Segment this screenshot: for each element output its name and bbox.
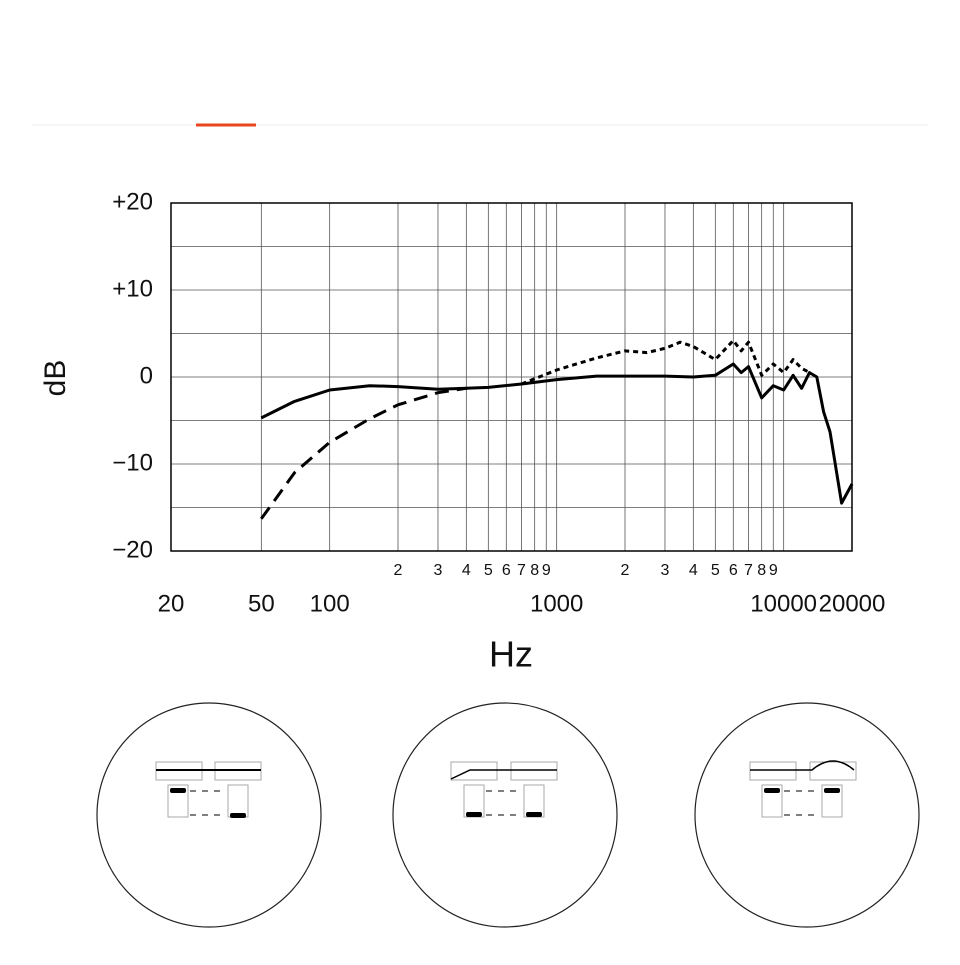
icon-presence [694,702,920,928]
x-tick-label: 20 [158,590,185,617]
x-axis-label: Hz [489,634,533,675]
icon-flat [96,702,322,928]
x-minor-tick-label: 8 [757,562,766,579]
y-tick-label: +10 [112,275,153,302]
x-minor-tick-label: 7 [517,562,526,579]
x-minor-tick-label: 2 [394,562,403,579]
icon-bass-rolloff [392,702,618,928]
x-tick-label: 50 [248,590,275,617]
x-minor-tick-label: 2 [621,562,630,579]
x-minor-tick-label: 6 [502,562,511,579]
y-axis-label: dB [39,360,72,397]
plot-frame [170,202,853,552]
x-minor-tick-label: 9 [542,562,551,579]
x-minor-tick-label: 5 [484,562,493,579]
x-minor-tick-label: 7 [744,562,753,579]
y-tick-label: +20 [112,188,153,215]
x-tick-label: 10000 [750,590,817,617]
y-tick-label: −10 [112,449,153,476]
y-tick-label: 0 [140,362,153,389]
x-minor-tick-label: 4 [689,562,698,579]
x-minor-tick-label: 9 [769,562,778,579]
x-minor-tick-label: 4 [462,562,471,579]
y-tick-label: −20 [112,536,153,563]
x-tick-label: 20000 [819,590,886,617]
response-curve [520,339,811,386]
x-minor-tick-label: 3 [434,562,443,579]
x-minor-tick-label: 8 [530,562,539,579]
x-minor-tick-label: 6 [729,562,738,579]
response-curve [260,362,854,505]
x-minor-tick-label: 5 [711,562,720,579]
x-tick-label: 100 [310,590,350,617]
response-curve [260,386,467,520]
x-minor-tick-label: 3 [661,562,670,579]
x-tick-label: 1000 [530,590,583,617]
